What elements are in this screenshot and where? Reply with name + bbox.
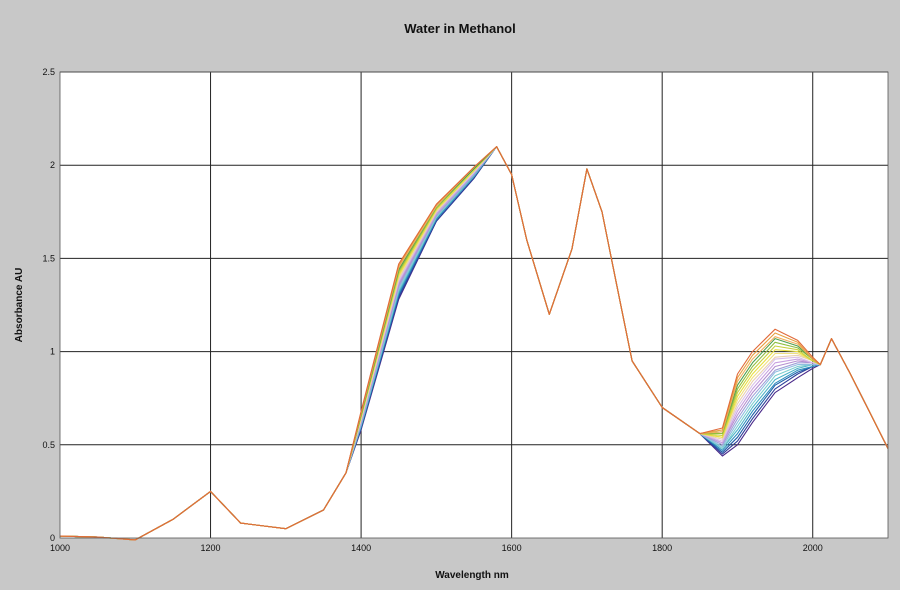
- x-tick-label: 1800: [652, 543, 672, 553]
- x-axis-ticks: 1000 1200 1400 1600 1800 2000: [50, 543, 823, 553]
- x-tick-label: 1400: [351, 543, 371, 553]
- y-tick-label: 2.5: [42, 67, 55, 77]
- y-tick-label: 1.5: [42, 253, 55, 263]
- chart-title: Water in Methanol: [404, 21, 515, 36]
- y-tick-label: 0.5: [42, 440, 55, 450]
- y-axis-ticks: 0 0.5 1 1.5 2 2.5: [42, 67, 55, 543]
- x-tick-label: 2000: [803, 543, 823, 553]
- y-tick-label: 1: [50, 347, 55, 357]
- y-tick-label: 0: [50, 533, 55, 543]
- x-axis-label: Wavelength nm: [435, 570, 509, 581]
- y-axis-label: Absorbance AU: [14, 268, 25, 343]
- series-line: [59, 146, 889, 541]
- plot-border: [59, 71, 889, 539]
- x-tick-label: 1600: [502, 543, 522, 553]
- x-tick-label: 1000: [50, 543, 70, 553]
- y-tick-label: 2: [50, 160, 55, 170]
- series-lines: [59, 146, 889, 541]
- x-tick-label: 1200: [201, 543, 221, 553]
- plot-area: [60, 72, 888, 538]
